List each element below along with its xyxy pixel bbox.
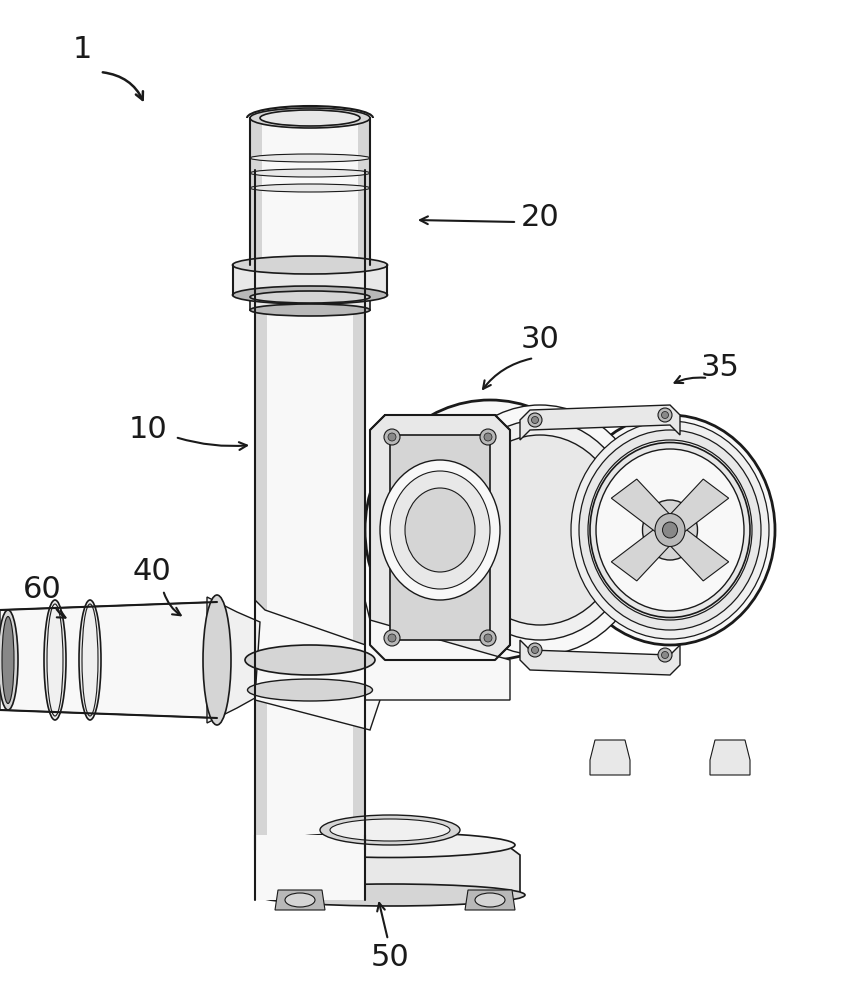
Ellipse shape bbox=[579, 430, 761, 630]
Polygon shape bbox=[250, 118, 370, 265]
Ellipse shape bbox=[47, 604, 63, 716]
Ellipse shape bbox=[248, 679, 372, 701]
Ellipse shape bbox=[662, 412, 669, 418]
Polygon shape bbox=[250, 118, 262, 265]
Ellipse shape bbox=[531, 647, 539, 654]
Ellipse shape bbox=[658, 648, 672, 662]
Ellipse shape bbox=[430, 405, 650, 655]
Ellipse shape bbox=[330, 819, 450, 841]
Polygon shape bbox=[255, 835, 365, 900]
Polygon shape bbox=[358, 118, 370, 265]
Polygon shape bbox=[662, 524, 728, 581]
Ellipse shape bbox=[79, 600, 101, 720]
Polygon shape bbox=[390, 435, 490, 640]
Polygon shape bbox=[465, 890, 515, 910]
Text: 30: 30 bbox=[520, 326, 559, 355]
Ellipse shape bbox=[250, 169, 370, 177]
Ellipse shape bbox=[285, 893, 315, 907]
Ellipse shape bbox=[44, 600, 66, 720]
Ellipse shape bbox=[531, 416, 539, 424]
Polygon shape bbox=[233, 265, 387, 295]
Polygon shape bbox=[590, 740, 630, 775]
Ellipse shape bbox=[597, 450, 743, 610]
Ellipse shape bbox=[616, 470, 724, 590]
Polygon shape bbox=[710, 740, 750, 775]
Polygon shape bbox=[0, 602, 217, 718]
Ellipse shape bbox=[480, 429, 496, 445]
Ellipse shape bbox=[245, 645, 375, 675]
Polygon shape bbox=[270, 840, 520, 895]
Ellipse shape bbox=[480, 630, 496, 646]
Ellipse shape bbox=[255, 884, 525, 906]
Polygon shape bbox=[353, 170, 365, 850]
Ellipse shape bbox=[596, 449, 744, 611]
Ellipse shape bbox=[565, 415, 775, 645]
Ellipse shape bbox=[528, 643, 542, 657]
Ellipse shape bbox=[484, 433, 492, 441]
Ellipse shape bbox=[475, 893, 505, 907]
Polygon shape bbox=[207, 597, 260, 723]
Ellipse shape bbox=[250, 184, 370, 192]
Ellipse shape bbox=[588, 440, 752, 620]
Ellipse shape bbox=[388, 433, 396, 441]
Text: 60: 60 bbox=[23, 576, 61, 604]
Ellipse shape bbox=[250, 304, 370, 316]
Ellipse shape bbox=[456, 435, 623, 625]
Ellipse shape bbox=[384, 429, 400, 445]
Polygon shape bbox=[611, 479, 679, 536]
Ellipse shape bbox=[662, 652, 669, 658]
Text: 50: 50 bbox=[370, 944, 409, 972]
Ellipse shape bbox=[365, 400, 615, 660]
Polygon shape bbox=[255, 170, 267, 850]
Ellipse shape bbox=[658, 408, 672, 422]
Ellipse shape bbox=[626, 482, 714, 578]
Ellipse shape bbox=[636, 493, 704, 567]
Ellipse shape bbox=[571, 421, 769, 639]
Ellipse shape bbox=[444, 420, 637, 640]
Ellipse shape bbox=[590, 442, 750, 617]
Polygon shape bbox=[520, 640, 680, 675]
Ellipse shape bbox=[484, 634, 492, 642]
Ellipse shape bbox=[2, 616, 14, 704]
Ellipse shape bbox=[260, 110, 360, 126]
Text: 10: 10 bbox=[129, 416, 168, 444]
Ellipse shape bbox=[203, 595, 231, 725]
Text: 40: 40 bbox=[133, 558, 172, 586]
Ellipse shape bbox=[655, 514, 685, 546]
Ellipse shape bbox=[388, 634, 396, 642]
Ellipse shape bbox=[384, 630, 400, 646]
Ellipse shape bbox=[265, 832, 515, 857]
Ellipse shape bbox=[405, 488, 475, 572]
Ellipse shape bbox=[528, 413, 542, 427]
Ellipse shape bbox=[320, 815, 460, 845]
Ellipse shape bbox=[250, 108, 370, 128]
Ellipse shape bbox=[400, 435, 580, 625]
Polygon shape bbox=[611, 524, 679, 581]
Ellipse shape bbox=[232, 286, 387, 304]
Polygon shape bbox=[662, 479, 728, 536]
Ellipse shape bbox=[232, 256, 387, 274]
Ellipse shape bbox=[420, 455, 560, 605]
Text: 20: 20 bbox=[520, 204, 559, 232]
Polygon shape bbox=[520, 405, 680, 440]
Polygon shape bbox=[275, 890, 325, 910]
Ellipse shape bbox=[250, 291, 370, 303]
Ellipse shape bbox=[380, 460, 500, 600]
Ellipse shape bbox=[642, 500, 697, 560]
Ellipse shape bbox=[0, 610, 18, 710]
Polygon shape bbox=[250, 297, 370, 310]
Ellipse shape bbox=[250, 154, 370, 162]
Polygon shape bbox=[255, 600, 380, 730]
Ellipse shape bbox=[663, 522, 678, 538]
Polygon shape bbox=[370, 415, 510, 660]
Text: 1: 1 bbox=[72, 35, 92, 64]
Ellipse shape bbox=[390, 471, 490, 589]
Text: 35: 35 bbox=[701, 354, 739, 382]
Ellipse shape bbox=[606, 460, 734, 600]
Ellipse shape bbox=[82, 604, 98, 716]
Polygon shape bbox=[255, 170, 365, 850]
Polygon shape bbox=[365, 600, 510, 700]
Ellipse shape bbox=[380, 415, 600, 645]
